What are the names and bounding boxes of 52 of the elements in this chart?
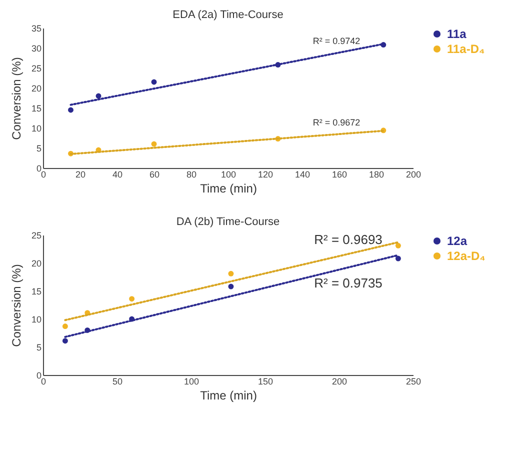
point	[129, 296, 135, 302]
x-tick-label: 20	[75, 170, 86, 180]
annotation: R² = 0.9672	[312, 117, 360, 128]
x-tick-label: 150	[258, 376, 274, 386]
y-axis-title: Conversion (%)	[9, 57, 24, 140]
point	[395, 256, 401, 262]
point	[228, 270, 234, 276]
y-tick-label: 10	[31, 124, 42, 134]
x-tick-label: 120	[258, 170, 274, 180]
legend-label: 11a-D₄	[447, 42, 486, 56]
point	[62, 338, 68, 344]
x-tick-label: 40	[112, 170, 123, 180]
x-tick-label: 50	[112, 376, 123, 386]
x-tick-label: 250	[406, 376, 422, 386]
x-axis-title: Time (min)	[200, 182, 257, 196]
y-tick-label: 15	[31, 286, 42, 296]
x-axis-title: Time (min)	[200, 388, 257, 402]
x-tick-label: 80	[186, 170, 197, 180]
y-tick-label: 35	[31, 24, 42, 34]
point	[228, 284, 234, 290]
annotation: R² = 0.9735	[314, 275, 382, 290]
annotation: R² = 0.9742	[312, 36, 360, 46]
y-tick-label: 5	[36, 342, 42, 352]
x-tick-label: 100	[184, 376, 200, 386]
point	[151, 141, 157, 147]
x-tick-label: 100	[220, 170, 236, 180]
x-tick-label: 200	[332, 376, 348, 386]
point	[62, 324, 68, 330]
y-tick-label: 25	[31, 230, 42, 240]
y-tick-label: 10	[31, 314, 42, 324]
y-tick-label: 25	[31, 64, 42, 74]
x-tick-label: 140	[294, 170, 310, 180]
y-tick-label: 20	[31, 258, 42, 268]
chart-title: DA (2b) Time-Course	[176, 216, 280, 228]
y-tick-label: 20	[31, 84, 42, 94]
y-tick-label: 5	[36, 144, 42, 154]
annotation: R² = 0.9693	[314, 232, 382, 247]
x-tick-label: 60	[149, 170, 160, 180]
point	[395, 242, 401, 248]
x-tick-label: 160	[332, 170, 348, 180]
y-axis-title: Conversion (%)	[9, 264, 24, 347]
legend-label: 11a	[447, 27, 467, 41]
chart-title: EDA (2a) Time-Course	[172, 9, 284, 21]
y-tick-label: 30	[31, 44, 42, 54]
x-tick-label: 200	[406, 170, 422, 180]
legend-label: 12a-D₄	[447, 249, 486, 263]
point	[68, 107, 74, 113]
y-tick-label: 15	[31, 104, 42, 114]
point	[96, 93, 102, 99]
point	[151, 79, 157, 85]
x-tick-label: 180	[368, 170, 384, 180]
legend-label: 12a	[447, 234, 468, 248]
